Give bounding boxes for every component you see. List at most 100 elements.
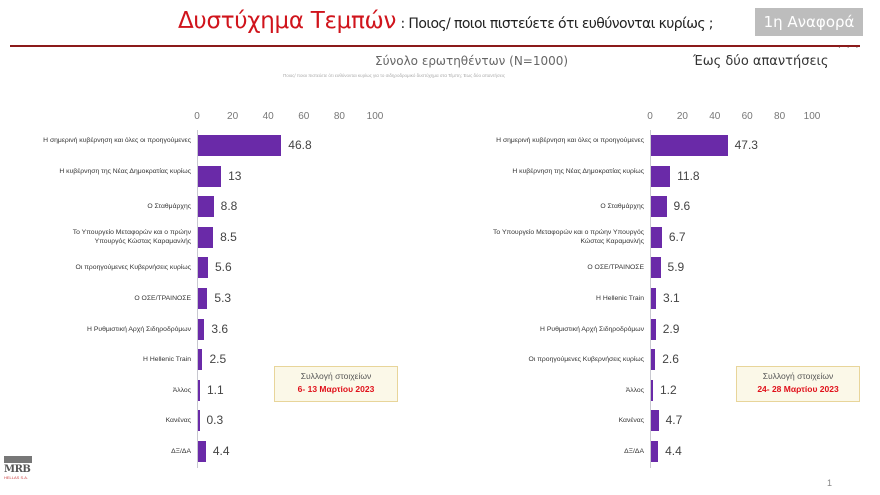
axis-tick: 80	[333, 111, 345, 122]
axis-tick: 80	[774, 111, 786, 122]
axis-tick: 20	[676, 111, 688, 122]
value-label: 13	[228, 168, 242, 183]
category-label: Η Hellenic Train	[596, 295, 644, 302]
category-label: Η κυβέρνηση της Νέας Δημοκρατίας κυρίως	[512, 167, 644, 175]
value-label: 1.2	[659, 382, 677, 397]
header-divider	[10, 45, 860, 47]
category-label: Άλλος	[625, 386, 644, 394]
value-label: 5.6	[214, 260, 232, 275]
category-label: ΔΞ/ΔΑ	[171, 448, 191, 455]
y-axis-line	[650, 130, 651, 468]
bar	[198, 379, 200, 401]
category-label: Η Ρυθμιστική Αρχή Σιδηροδρόμων	[540, 325, 644, 333]
value-label: 8.5	[220, 229, 237, 244]
slide-title: Δυστύχημα Τεμπών : Ποιος/ ποιοι πιστεύετ…	[178, 8, 714, 34]
value-label: 5.9	[667, 260, 685, 275]
category-label: Ο ΟΣΕ/ΤΡΑΙΝΟΣΕ	[134, 295, 191, 302]
bar	[198, 410, 200, 432]
value-label: 4.4	[212, 444, 230, 458]
value-label: 46.8	[288, 138, 312, 152]
value-label: 4.7	[665, 413, 683, 428]
collection-note-1: Συλλογή στοιχείων 6- 13 Μαρτίου 2023	[274, 366, 398, 402]
value-label: 2.9	[662, 321, 680, 336]
bar	[198, 349, 203, 371]
logo-name: MRB	[4, 464, 31, 475]
category-label: Οι προηγούμενες Κυβερνήσεις κυρίως	[528, 356, 644, 364]
logo-sub: HELLAS S.A.	[4, 475, 29, 480]
sub-question: Ποιος/ ποιοι πιστεύετε ότι ευθύνονται κυ…	[283, 73, 505, 78]
category-label: Το Υπουργείο Μεταφορών και ο πρώην Υπουρ…	[493, 228, 644, 245]
category-label: Άλλος	[172, 386, 191, 394]
logo-bar	[4, 456, 32, 463]
title-main: Δυστύχημα Τεμπών	[178, 8, 397, 34]
bar	[198, 318, 205, 340]
value-label: 47.3	[734, 138, 758, 152]
category-label: Η σημερινή κυβέρνηση και όλες οι προηγού…	[43, 137, 191, 144]
decorative-dots: ...	[838, 40, 865, 51]
bar	[198, 288, 208, 309]
value-label: 3.6	[211, 321, 229, 336]
bar	[198, 257, 208, 279]
category-label: Η Hellenic Train	[143, 356, 191, 364]
bar	[651, 288, 657, 309]
note-dates: 24- 28 Μαρτίου 2023	[757, 384, 839, 394]
title-question: : Ποιος/ ποιοι πιστεύετε ότι ευθύνονται …	[400, 16, 713, 32]
bar	[651, 318, 656, 340]
category-label: ΔΞ/ΔΑ	[624, 448, 644, 455]
axis-tick: 100	[366, 111, 384, 122]
category-label: Ο ΟΣΕ/ΤΡΑΙΝΟΣΕ	[587, 264, 644, 272]
mrb-logo: MRB HELLAS S.A.	[4, 456, 32, 480]
note-dates: 6- 13 Μαρτίου 2023	[297, 384, 375, 394]
category-label: Το Υπουργείο Μεταφορών και ο πρώην Υπουρ…	[72, 228, 191, 245]
category-label: Κανένας	[618, 417, 644, 425]
bar	[198, 165, 222, 187]
value-label: 2.5	[209, 352, 227, 367]
bar	[198, 135, 282, 156]
report-badge: 1η Αναφορά	[755, 8, 863, 36]
value-label: 11.8	[677, 168, 700, 183]
axis-tick: 60	[741, 111, 753, 122]
value-label: 9.6	[673, 199, 691, 214]
axis-tick: 20	[227, 111, 239, 122]
axis-tick: 0	[647, 111, 653, 122]
bar	[651, 410, 659, 432]
bar	[198, 196, 214, 218]
category-label: Η κυβέρνηση της Νέας Δημοκρατίας κυρίως	[59, 167, 191, 175]
bar	[651, 349, 656, 371]
bar	[198, 226, 214, 248]
value-label: 6.7	[668, 229, 686, 244]
bar	[651, 441, 659, 462]
value-label: 5.3	[214, 291, 232, 305]
axis-tick: 100	[803, 111, 821, 122]
value-label: 3.1	[663, 291, 680, 305]
value-label: 0.3	[206, 413, 224, 428]
axis-tick: 60	[298, 111, 310, 122]
note-title: Συλλογή στοιχείων	[300, 371, 372, 381]
bar	[651, 165, 671, 187]
sample-size-label: Σύνολο ερωτηθέντων (N=1000)	[375, 54, 569, 68]
bar	[198, 441, 206, 462]
page-number: 1	[827, 478, 833, 488]
value-label: 1.1	[206, 382, 224, 397]
category-label: Κανένας	[165, 417, 191, 425]
note-title: Συλλογή στοιχείων	[762, 371, 834, 381]
axis-tick: 0	[194, 111, 200, 122]
category-label: Ο Σταθμάρχης	[600, 203, 644, 211]
axis-tick: 40	[262, 111, 274, 122]
collection-note-2: Συλλογή στοιχείων 24- 28 Μαρτίου 2023	[736, 366, 860, 402]
bar	[651, 196, 667, 218]
value-label: 4.4	[665, 444, 682, 458]
category-label: Η Ρυθμιστική Αρχή Σιδηροδρόμων	[87, 325, 191, 333]
category-label: Οι προηγούμενες Κυβερνήσεις κυρίως	[75, 264, 191, 272]
value-label: 8.8	[220, 199, 238, 214]
bar	[651, 226, 662, 248]
bar	[651, 135, 728, 156]
category-label: Η σημερινή κυβέρνηση και όλες οι προηγού…	[496, 137, 644, 144]
max-answers-label: Έως δύο απαντήσεις	[693, 54, 829, 69]
category-label: Ο Σταθμάρχης	[147, 203, 191, 211]
axis-tick: 40	[709, 111, 721, 122]
bar	[651, 379, 653, 401]
value-label: 2.6	[662, 352, 679, 367]
bar	[651, 257, 661, 279]
y-axis-line	[197, 130, 198, 468]
